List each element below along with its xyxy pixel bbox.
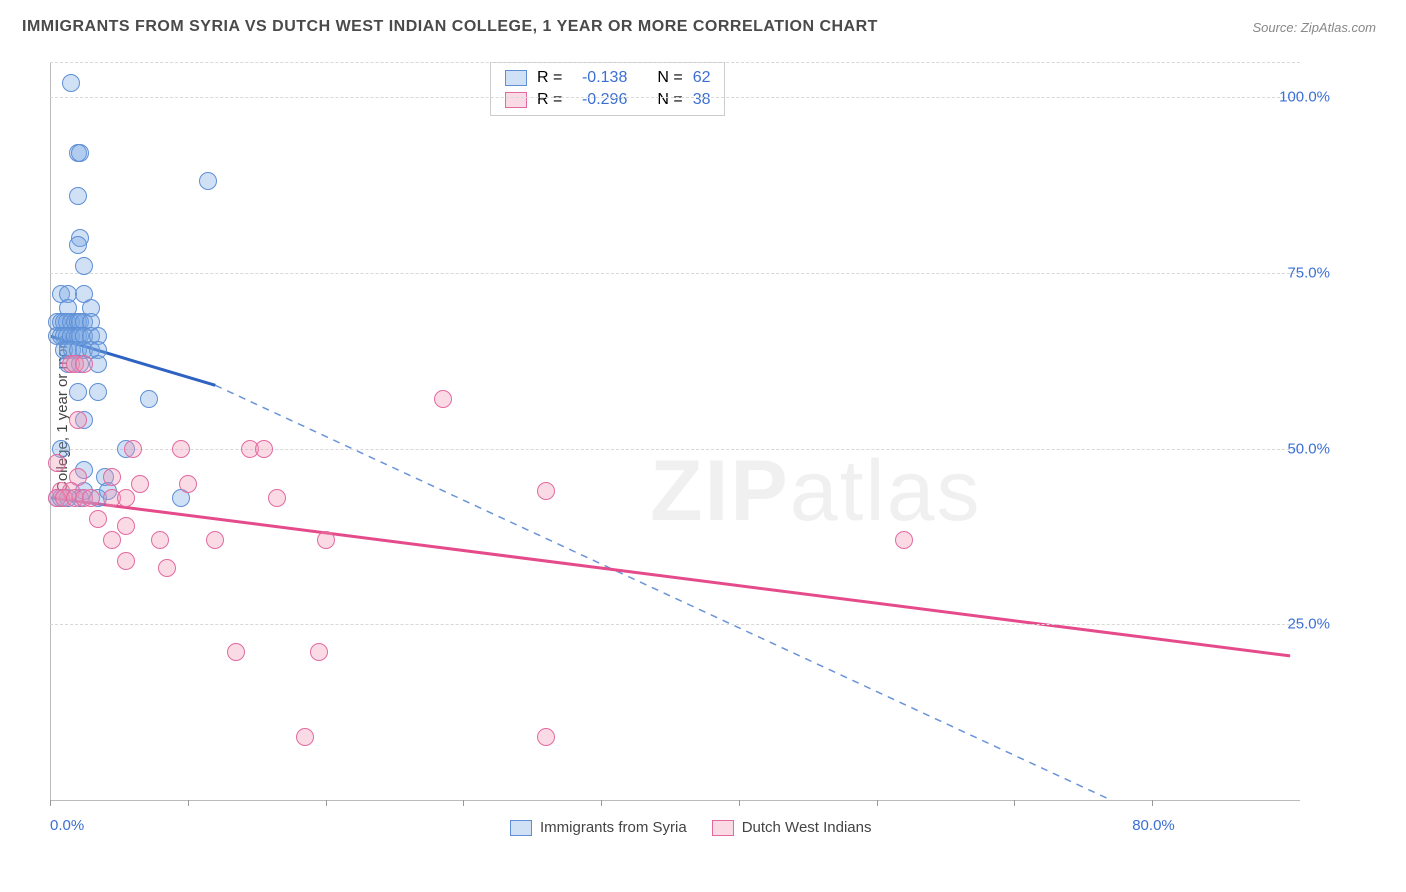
data-point xyxy=(75,355,93,373)
data-point xyxy=(310,643,328,661)
data-point xyxy=(172,440,190,458)
x-tick-mark xyxy=(188,800,189,806)
data-point xyxy=(199,172,217,190)
x-tick-mark xyxy=(50,800,51,806)
data-point xyxy=(89,510,107,528)
data-point xyxy=(117,517,135,535)
x-tick-mark xyxy=(739,800,740,806)
trend-line xyxy=(215,385,1111,800)
data-point xyxy=(69,383,87,401)
legend-swatch-bottom-1 xyxy=(712,820,734,836)
watermark: ZIPatlas xyxy=(650,442,981,541)
data-point xyxy=(268,489,286,507)
watermark-zip: ZIP xyxy=(650,443,790,539)
x-tick-label: 80.0% xyxy=(1132,817,1175,834)
legend-swatch-bottom-0 xyxy=(510,820,532,836)
data-point xyxy=(124,440,142,458)
data-point xyxy=(131,475,149,493)
legend-r-label: R = xyxy=(537,69,562,87)
gridline xyxy=(50,97,1300,98)
legend-swatch-1 xyxy=(505,92,527,108)
chart-title: IMMIGRANTS FROM SYRIA VS DUTCH WEST INDI… xyxy=(22,18,878,36)
legend-n-value-0: 62 xyxy=(693,69,711,87)
legend-r-value-0: -0.138 xyxy=(572,69,627,87)
data-point xyxy=(69,187,87,205)
legend-n-label: N = xyxy=(657,69,682,87)
trend-line xyxy=(50,498,1290,656)
data-point xyxy=(89,383,107,401)
x-tick-mark xyxy=(463,800,464,806)
legend-row-series-1: R = -0.296 N = 38 xyxy=(505,89,710,111)
x-tick-mark xyxy=(601,800,602,806)
data-point xyxy=(103,468,121,486)
y-tick-label: 100.0% xyxy=(1279,89,1330,106)
watermark-atlas: atlas xyxy=(790,443,982,539)
y-tick-label: 25.0% xyxy=(1287,616,1330,633)
data-point xyxy=(158,559,176,577)
data-point xyxy=(103,531,121,549)
legend-r-label: R = xyxy=(537,91,562,109)
legend-n-label: N = xyxy=(657,91,682,109)
data-point xyxy=(69,411,87,429)
data-point xyxy=(255,440,273,458)
data-point xyxy=(69,236,87,254)
gridline xyxy=(50,624,1300,625)
data-point xyxy=(317,531,335,549)
legend-n-value-1: 38 xyxy=(693,91,711,109)
data-point xyxy=(434,390,452,408)
gridline xyxy=(50,62,1300,63)
data-point xyxy=(140,390,158,408)
correlation-legend: R = -0.138 N = 62 R = -0.296 N = 38 xyxy=(490,62,725,116)
legend-item-0: Immigrants from Syria xyxy=(510,819,687,836)
data-point xyxy=(296,728,314,746)
data-point xyxy=(179,475,197,493)
data-point xyxy=(151,531,169,549)
x-tick-mark xyxy=(1014,800,1015,806)
x-tick-mark xyxy=(1152,800,1153,806)
legend-swatch-0 xyxy=(505,70,527,86)
series-legend: Immigrants from Syria Dutch West Indians xyxy=(510,819,872,836)
legend-r-value-1: -0.296 xyxy=(572,91,627,109)
data-point xyxy=(227,643,245,661)
data-point xyxy=(117,489,135,507)
data-point xyxy=(206,531,224,549)
legend-label-0: Immigrants from Syria xyxy=(540,819,687,836)
x-tick-mark xyxy=(877,800,878,806)
y-axis xyxy=(50,62,51,802)
legend-row-series-0: R = -0.138 N = 62 xyxy=(505,67,710,89)
chart-area: College, 1 year or more ZIPatlas R = -0.… xyxy=(50,62,1350,832)
data-point xyxy=(895,531,913,549)
y-tick-label: 75.0% xyxy=(1287,264,1330,281)
data-point xyxy=(71,144,89,162)
data-point xyxy=(537,728,555,746)
gridline xyxy=(50,273,1300,274)
data-point xyxy=(62,74,80,92)
data-point xyxy=(117,552,135,570)
data-point xyxy=(48,454,66,472)
legend-label-1: Dutch West Indians xyxy=(742,819,872,836)
legend-item-1: Dutch West Indians xyxy=(712,819,872,836)
x-tick-mark xyxy=(326,800,327,806)
data-point xyxy=(537,482,555,500)
y-tick-label: 50.0% xyxy=(1287,440,1330,457)
data-point xyxy=(75,257,93,275)
data-point xyxy=(82,489,100,507)
x-axis xyxy=(50,800,1300,801)
gridline xyxy=(50,449,1300,450)
x-tick-label: 0.0% xyxy=(50,817,84,834)
source-attribution: Source: ZipAtlas.com xyxy=(1252,20,1376,35)
